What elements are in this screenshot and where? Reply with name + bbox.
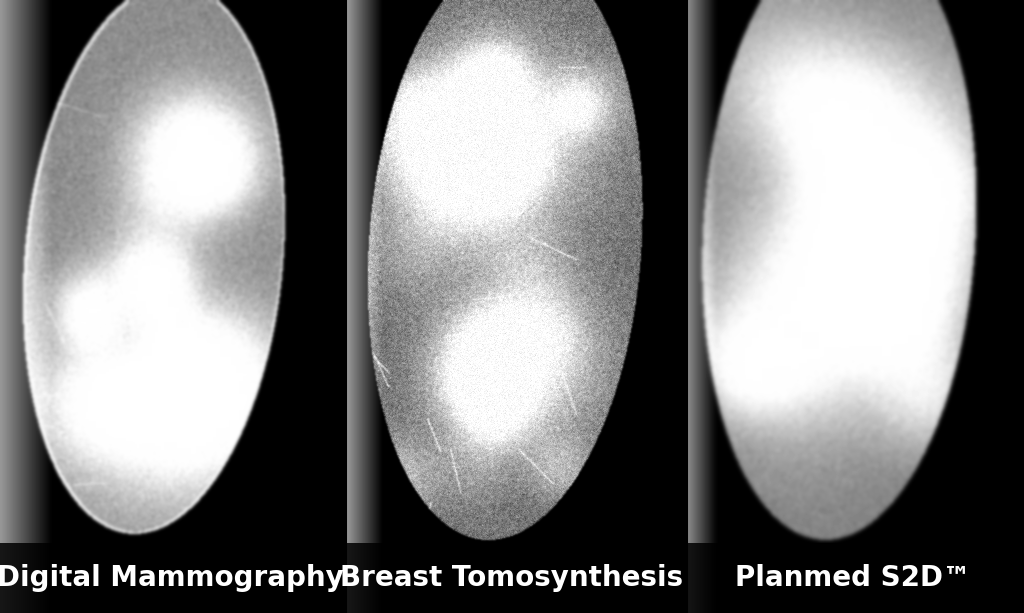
- Bar: [0, 543, 1024, 613]
- Text: Planmed S2D™: Planmed S2D™: [734, 564, 971, 592]
- Text: Breast Tomosynthesis: Breast Tomosynthesis: [340, 564, 683, 592]
- Text: Digital Mammography: Digital Mammography: [0, 564, 344, 592]
